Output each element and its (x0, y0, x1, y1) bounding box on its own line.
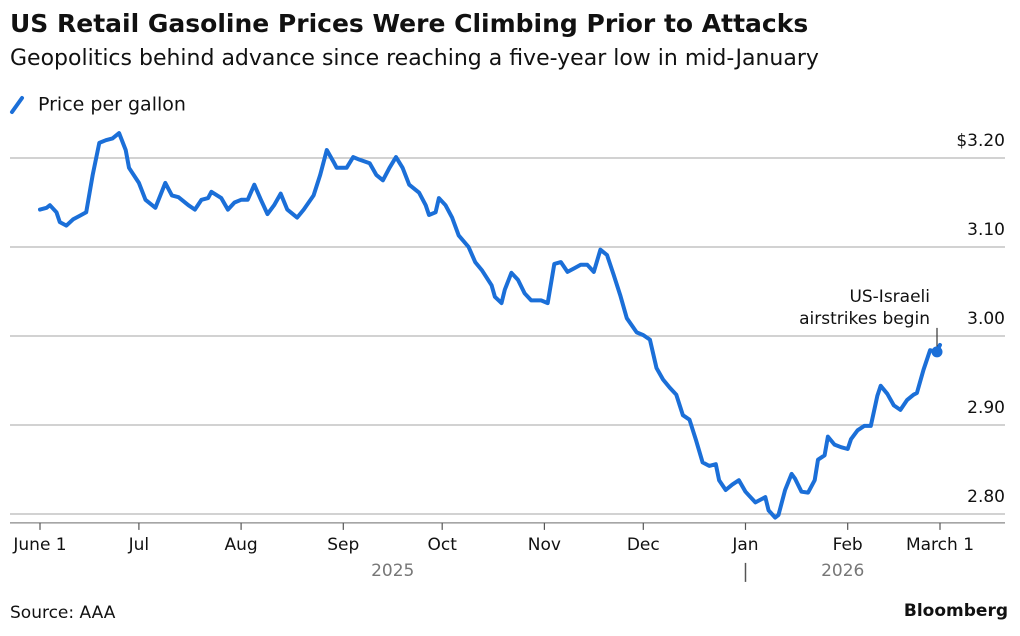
year-label: 2026 (821, 561, 864, 581)
brand: Bloomberg (904, 601, 1008, 621)
x-tick-label: Nov (528, 535, 561, 555)
x-tick-label: March 1 (906, 535, 974, 555)
x-tick-label: June 1 (12, 535, 66, 555)
x-tick-label: Aug (224, 535, 257, 555)
price-line (38, 131, 942, 520)
chart-subtitle: Geopolitics behind advance since reachin… (10, 46, 819, 71)
x-tick-label: Jul (128, 535, 150, 555)
annotation: airstrikes begin (799, 309, 930, 329)
x-tick-label: Sep (327, 535, 359, 555)
source: Source: AAA (10, 603, 116, 623)
x-tick-label: Feb (833, 535, 863, 555)
year-label: 2025 (371, 561, 414, 581)
event-marker (931, 346, 943, 358)
legend-label: Price per gallon (38, 94, 186, 116)
y-tick-label: 2.80 (967, 487, 1005, 507)
y-tick-label: 3.00 (967, 309, 1005, 329)
chart-title: US Retail Gasoline Prices Were Climbing … (10, 9, 808, 38)
annotation: US-Israeli (849, 287, 930, 307)
y-tick-label: $3.20 (956, 131, 1005, 151)
y-tick-label: 3.10 (967, 220, 1005, 240)
x-tick-label: Oct (427, 535, 457, 555)
legend-swatch (10, 96, 24, 114)
y-tick-label: 2.90 (967, 398, 1005, 418)
x-tick-label: Jan (731, 535, 758, 555)
x-tick-label: Dec (627, 535, 660, 555)
